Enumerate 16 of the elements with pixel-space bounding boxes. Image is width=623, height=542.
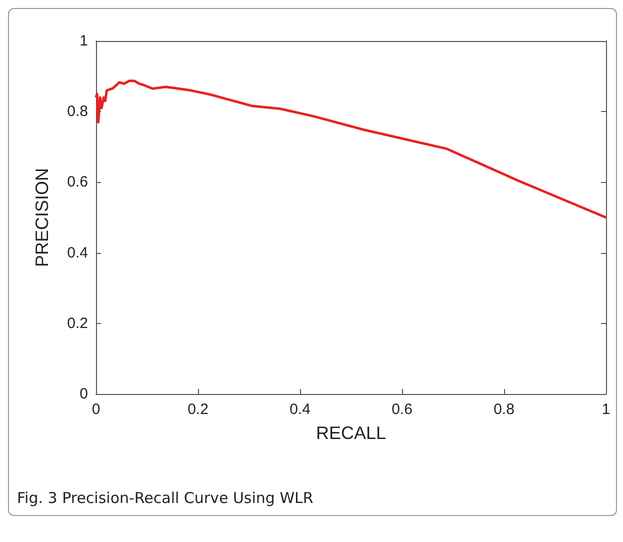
x-tick-label: 0.6	[392, 401, 412, 418]
y-tick-label: 0	[80, 386, 88, 402]
x-tick-label: 1	[602, 401, 610, 418]
y-axis-title: PRECISION	[32, 168, 52, 268]
y-tick-label: 1	[80, 32, 88, 50]
y-tick-label: 0.6	[67, 174, 88, 191]
caption: Fig. 3 Precision-Recall Curve Using WLR	[17, 489, 314, 507]
y-tick-label: 0.4	[67, 244, 88, 262]
y-tick-label: 0.8	[67, 103, 88, 120]
x-tick-label: 0.4	[290, 401, 310, 418]
y-tick-label: 0.2	[67, 314, 88, 332]
x-tick-label: 0.8	[494, 401, 514, 418]
x-tick-label: 0.2	[188, 401, 208, 418]
x-axis-title: RECALL	[316, 423, 386, 443]
line-series	[94, 80, 608, 219]
x-tick-label: 0	[92, 401, 100, 418]
